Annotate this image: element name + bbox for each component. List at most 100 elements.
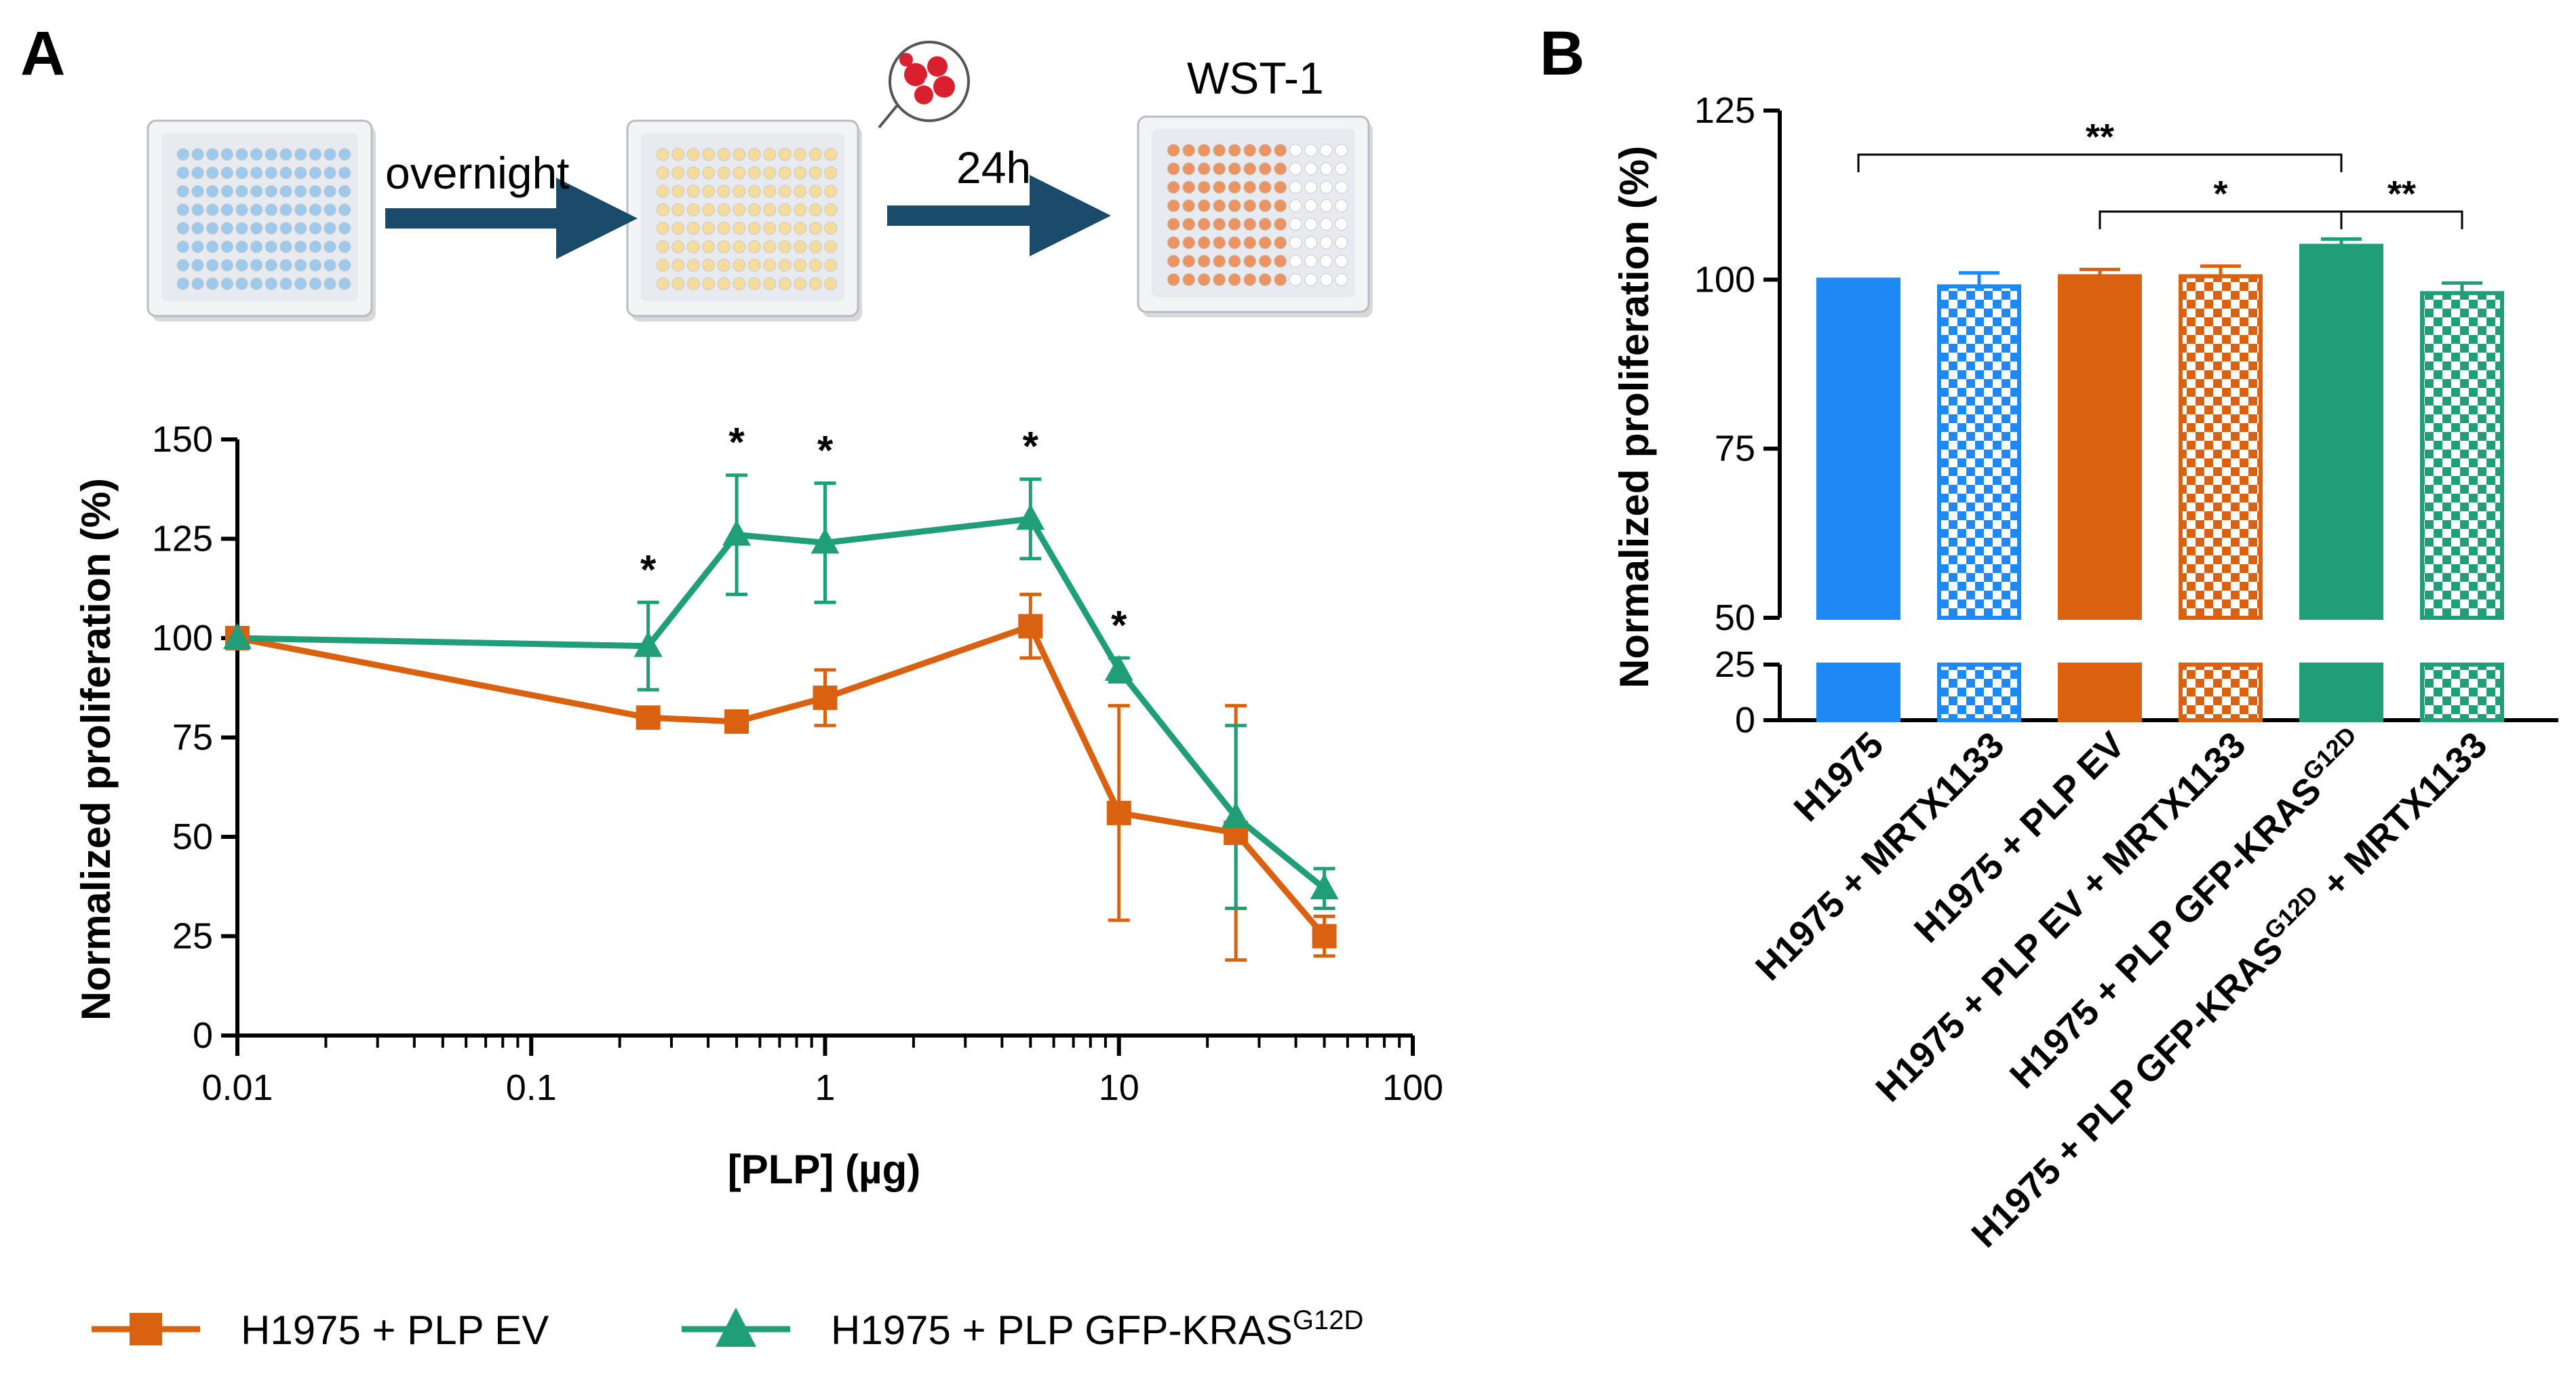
comparison-label: ** (2086, 117, 2114, 157)
b-y-tick-label: 125 (1694, 90, 1755, 131)
plate-well (1258, 162, 1272, 176)
legend-kras-marker (682, 1307, 790, 1347)
plate-well (763, 148, 777, 161)
plate-well (206, 166, 219, 180)
b-y-tick-label: 75 (1715, 429, 1755, 469)
plate-well (747, 277, 761, 290)
plate-well (338, 148, 351, 161)
plate-well (1167, 218, 1180, 231)
plate-well (1228, 236, 1241, 250)
plate-well (324, 148, 336, 161)
plate-well (808, 222, 822, 235)
plate-well (1274, 218, 1287, 231)
bar-upper (1937, 284, 2021, 620)
plate-well (824, 258, 838, 272)
plate-well (1213, 236, 1226, 250)
bar-lower (1816, 663, 1900, 722)
plate-well (206, 258, 219, 272)
series-line-ev (237, 623, 1327, 939)
plate-yellow (626, 119, 862, 321)
plate-well (235, 277, 248, 290)
plate-well (763, 203, 777, 216)
plate-well (206, 148, 219, 161)
chart-b-ylabel: Normalized proliferation (%) (1612, 146, 1657, 688)
plate-well (808, 203, 822, 216)
plate-well (309, 240, 322, 254)
plate-well (1304, 218, 1318, 231)
a-y-tick-label: 75 (172, 717, 213, 758)
plate-well (794, 277, 807, 290)
bar-lower (2299, 663, 2383, 722)
plate-well (294, 277, 307, 290)
plate-well (717, 148, 730, 161)
plate-well (733, 222, 746, 235)
bar-upper (2420, 291, 2504, 620)
comparison-label: * (2213, 174, 2227, 214)
plate-well (235, 258, 248, 272)
plate-well (191, 166, 204, 180)
plate-well (324, 240, 336, 254)
wst1-label: WST-1 (1187, 53, 1324, 103)
plate-well (794, 222, 807, 235)
plate-well (656, 240, 669, 254)
plate-well (824, 240, 838, 254)
plate-well (733, 258, 746, 272)
comparison-bracket (1857, 153, 2343, 172)
plate-well (747, 258, 761, 272)
plate-well (220, 222, 234, 235)
plate-well (1304, 273, 1318, 286)
plate-well (294, 222, 307, 235)
plate-well (686, 203, 700, 216)
plate-well (1182, 273, 1196, 286)
a-x-tick-label: 0.01 (201, 1067, 273, 1108)
plate-well (824, 184, 838, 198)
data-point-ev (1312, 924, 1337, 949)
a-y-tick-label: 100 (152, 618, 213, 658)
plate-well (1167, 254, 1180, 268)
plate-well (338, 166, 351, 180)
bar-lower (2058, 663, 2142, 722)
plate-well (279, 166, 292, 180)
plate-well (250, 240, 263, 254)
a-y-tick-label: 125 (152, 519, 213, 559)
a-y-tick-label: 150 (152, 419, 213, 460)
b-y-tick-label: 100 (1694, 259, 1755, 300)
b-y-tick-label: 25 (1715, 644, 1755, 685)
plate-well (656, 166, 669, 180)
plate-well (176, 166, 190, 180)
plate-well (206, 240, 219, 254)
plate-well (191, 240, 204, 254)
plate-well (1197, 236, 1211, 250)
bar-upper (2179, 274, 2263, 620)
plate-well (176, 258, 190, 272)
plate-well (733, 166, 746, 180)
plate-well (794, 203, 807, 216)
plate-well (702, 184, 716, 198)
plate-well (1197, 199, 1211, 212)
plate-well (1213, 144, 1226, 157)
plate-well (717, 166, 730, 180)
plate-well (1319, 218, 1333, 231)
plate-well (824, 222, 838, 235)
plate-well (324, 258, 336, 272)
plate-well (324, 203, 336, 216)
plate-well (309, 166, 322, 180)
plate-well (220, 258, 234, 272)
plate-well (686, 277, 700, 290)
plate-well (747, 148, 761, 161)
a-x-tick-label: 10 (1099, 1067, 1139, 1108)
plate-well (1243, 180, 1257, 194)
b-y-tick-label: 50 (1715, 597, 1755, 638)
plate-well (1274, 180, 1287, 194)
plate-well (235, 148, 248, 161)
chart-a-xlabel: [PLP] (µg) (728, 1147, 921, 1192)
plate-well (1258, 236, 1272, 250)
plate-orange (1137, 115, 1373, 317)
plate-well (1243, 236, 1257, 250)
significance-star: * (640, 547, 657, 592)
plate-well (1228, 273, 1241, 286)
plate-well (763, 277, 777, 290)
plate-well (1319, 144, 1333, 157)
data-point-ev (1018, 614, 1043, 639)
plate-well (747, 222, 761, 235)
